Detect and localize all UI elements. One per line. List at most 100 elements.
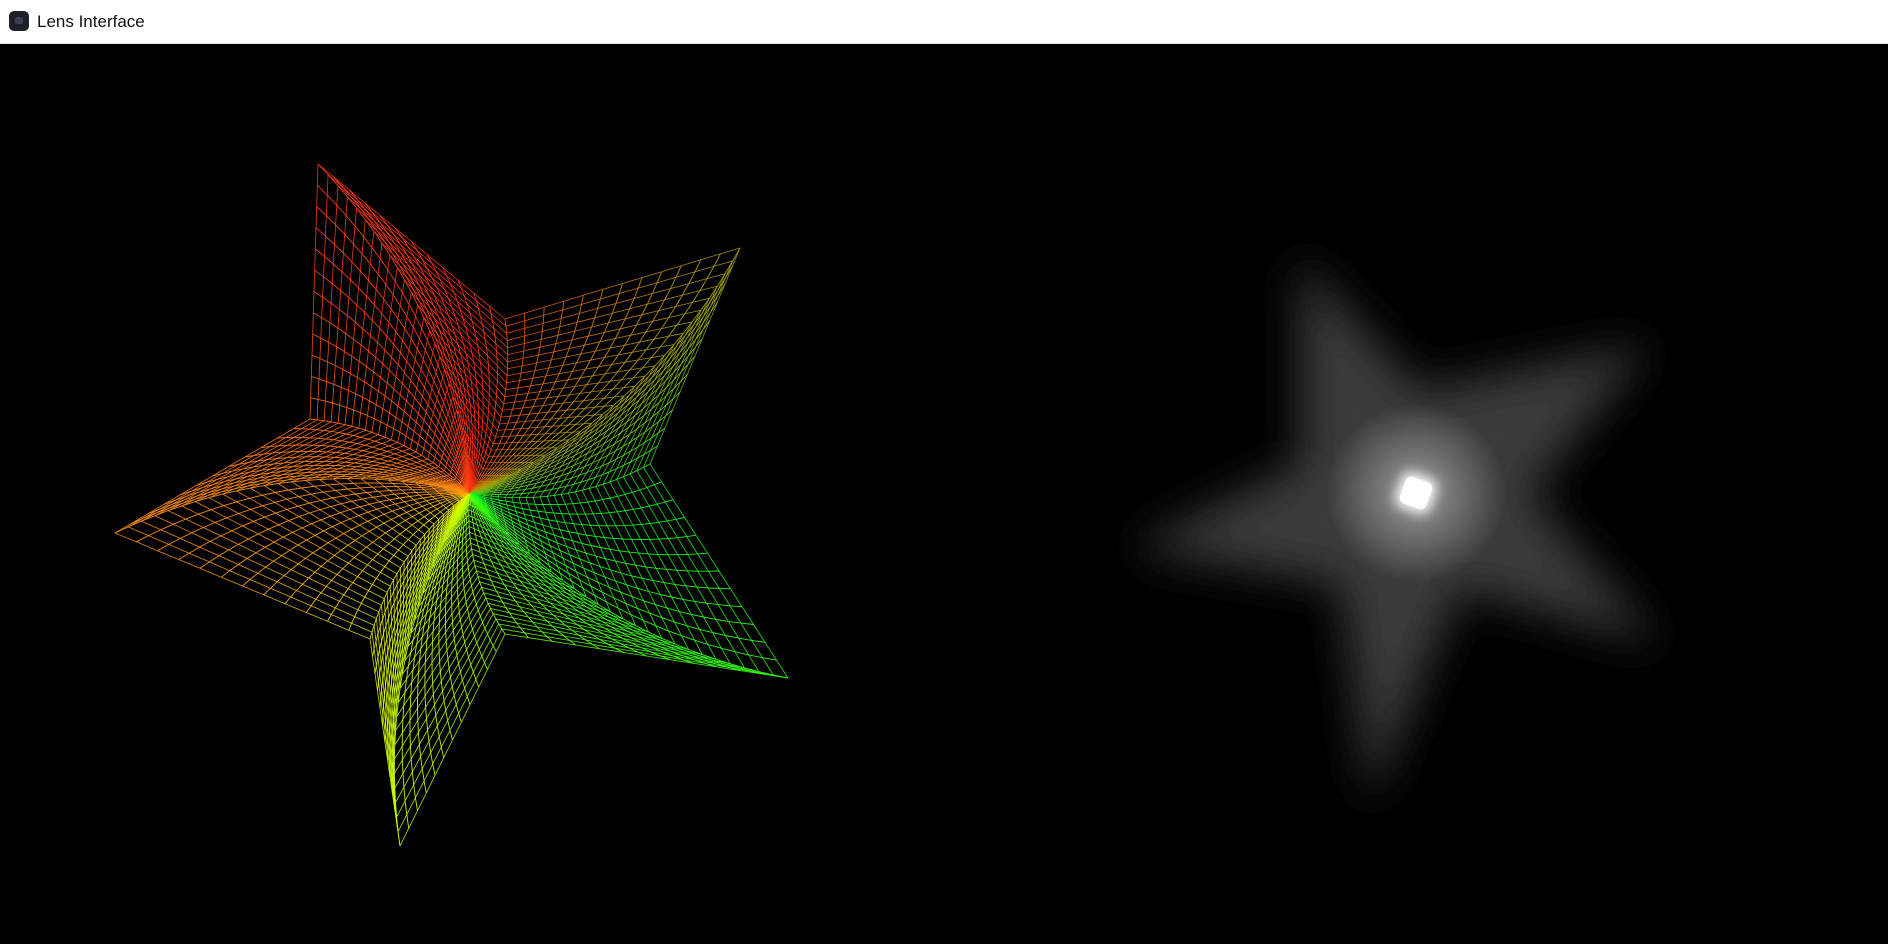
mesh-ring-segment — [437, 500, 441, 504]
mesh-ring-segment — [460, 460, 462, 464]
mesh-ring-segment — [619, 550, 626, 564]
mesh-ring-segment — [586, 606, 599, 612]
mesh-ring-segment — [388, 741, 392, 757]
mesh-ring-segment — [221, 576, 243, 587]
mesh-ring-segment — [316, 185, 318, 207]
mesh-ring-segment — [416, 586, 418, 594]
mesh-ring-segment — [173, 523, 192, 534]
mesh-ring-segment — [306, 612, 328, 622]
mesh-ring-segment — [474, 478, 477, 481]
mesh-ring-segment — [210, 509, 227, 519]
scene-canvas[interactable] — [0, 44, 1888, 944]
mesh-ring-segment — [248, 538, 266, 548]
mesh-ring-segment — [427, 396, 431, 405]
mesh-ring-segment — [661, 617, 669, 632]
mesh-ring-segment — [476, 449, 480, 454]
mesh-ring-segment — [372, 212, 388, 226]
mesh-ring-segment — [484, 440, 489, 446]
mesh-ring-segment — [394, 538, 404, 546]
mesh-ring-segment — [507, 589, 523, 595]
mesh-ring-segment — [229, 570, 251, 580]
mesh-ring-segment — [609, 549, 616, 562]
mesh-ring-segment — [573, 523, 578, 534]
mesh-ring-segment — [625, 563, 632, 576]
mesh-ring-segment — [372, 584, 388, 593]
mesh-ring-segment — [602, 462, 610, 475]
mesh-ring-segment — [646, 655, 671, 661]
mesh-ring-segment — [375, 665, 379, 682]
mesh-ring-segment — [244, 447, 262, 458]
mesh-ring-segment — [371, 418, 375, 433]
mesh-ring-segment — [677, 537, 689, 555]
mesh-ring-segment — [471, 472, 474, 475]
mesh-ring-segment — [160, 529, 181, 539]
mesh-ring-segment — [666, 645, 685, 651]
mesh-ring-segment — [391, 622, 393, 635]
mesh-ring-segment — [600, 547, 606, 559]
mesh-ring-segment — [427, 330, 430, 341]
mesh-ring-segment — [372, 496, 380, 503]
mesh-ring-segment — [550, 417, 560, 420]
render-viewport[interactable] — [0, 44, 1888, 944]
mesh-ring-segment — [457, 519, 460, 522]
mesh-ring-segment — [397, 692, 406, 703]
mesh-ring-segment — [374, 673, 378, 691]
mesh-ring-segment — [418, 529, 426, 535]
mesh-ring-segment — [467, 559, 475, 568]
mesh-ring-segment — [380, 408, 384, 422]
mesh-ring-segment — [359, 472, 367, 476]
mesh-ring-segment — [485, 452, 489, 457]
mesh-ring-segment — [383, 670, 386, 686]
mesh-ring-segment — [387, 689, 390, 704]
mesh-ring-segment — [382, 548, 394, 556]
mesh-ring-segment — [379, 222, 395, 236]
mesh-ring-segment — [552, 552, 556, 560]
mesh-ring-segment — [447, 455, 450, 460]
mesh-ring-segment — [456, 526, 459, 529]
mesh-ring-segment — [441, 587, 448, 595]
mesh-ring-segment — [657, 427, 666, 447]
mesh-ring-segment — [447, 534, 451, 538]
mesh-ring-segment — [385, 506, 393, 512]
mesh-ring-segment — [485, 518, 489, 520]
mesh-ring-segment — [546, 559, 550, 566]
mesh-ring-segment — [418, 285, 430, 296]
mesh-ring-segment — [471, 510, 474, 513]
mesh-ring-segment — [384, 731, 388, 749]
mesh-ring-segment — [405, 492, 410, 497]
mesh-ring-segment — [536, 461, 540, 466]
mesh-ring-segment — [374, 436, 386, 442]
mesh-ring-segment — [440, 470, 445, 472]
mesh-ring-segment — [310, 605, 332, 615]
mesh-ring-segment — [544, 475, 550, 482]
mesh-ring-segment — [436, 508, 441, 513]
mesh-ring-segment — [198, 513, 216, 523]
mesh-ring-segment — [341, 468, 350, 473]
mesh-ring-segment — [446, 383, 450, 390]
mesh-ring-segment — [395, 252, 408, 265]
mesh-ring-segment — [406, 512, 413, 517]
mesh-ring-segment — [469, 429, 473, 434]
mesh-ring-segment — [387, 224, 403, 239]
mesh-ring-segment — [325, 461, 335, 466]
mesh-ring-segment — [468, 498, 470, 500]
mesh-ring-segment — [381, 439, 392, 444]
mesh-ring-segment — [462, 318, 475, 330]
mesh-ring-segment — [630, 637, 649, 643]
mesh-ring-segment — [431, 585, 437, 591]
mesh-ring-segment — [510, 516, 513, 521]
mesh-ring-segment — [470, 461, 473, 464]
mesh-ring-segment — [536, 486, 542, 493]
mesh-ring-segment — [191, 532, 211, 542]
mesh-ring-segment — [401, 411, 405, 422]
mesh-ring-segment — [595, 439, 602, 449]
mesh-ring-segment — [566, 408, 577, 411]
mesh-ring-segment — [448, 315, 459, 326]
mesh-ring-segment — [500, 415, 511, 418]
mesh-ring-segment — [551, 527, 555, 536]
mesh-ring-segment — [603, 396, 615, 399]
mesh-ring-segment — [553, 614, 571, 620]
mesh-ring-segment — [592, 436, 599, 446]
mesh-ring-segment — [570, 619, 588, 625]
mesh-ring-segment — [242, 525, 259, 535]
